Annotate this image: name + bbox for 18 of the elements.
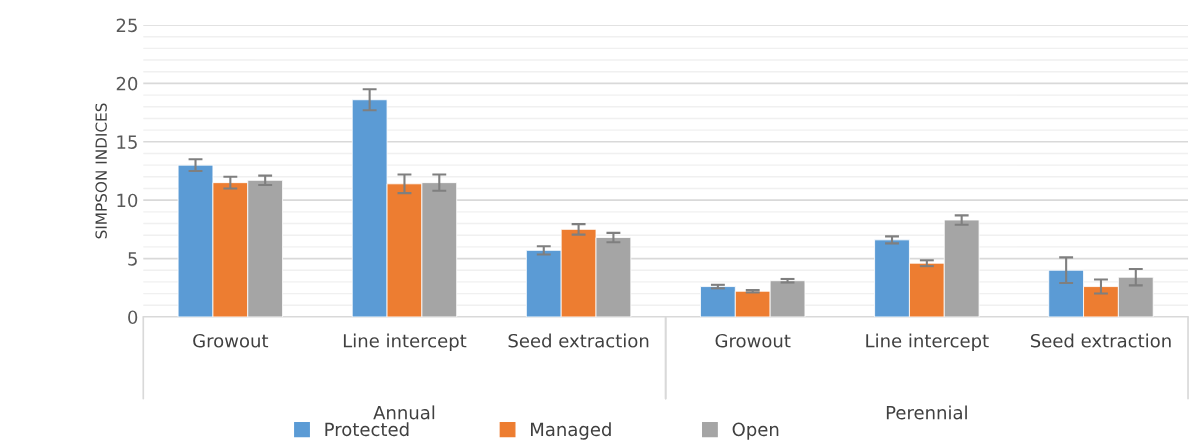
x-tick-label: Seed extraction bbox=[508, 333, 649, 348]
y-axis-title: SIMPSON INDICES bbox=[95, 103, 107, 239]
y-tick-label: 5 bbox=[128, 252, 137, 266]
x-tick-label: Line intercept bbox=[343, 333, 467, 352]
text: Perennial bbox=[886, 405, 967, 420]
x-tick-label: Line intercept bbox=[866, 333, 989, 352]
x-tick-label: Growout bbox=[193, 333, 269, 348]
y-tick-label: 20 bbox=[116, 76, 138, 91]
legend-label: Managed bbox=[531, 422, 611, 440]
legend-label: Open bbox=[732, 422, 779, 440]
x-tick-label: Growout bbox=[715, 333, 791, 348]
y-tick-label: 10 bbox=[117, 193, 138, 208]
legend-label: Protected bbox=[325, 422, 409, 437]
y-tick-label: 25 bbox=[116, 18, 137, 33]
y-tick-label: 15 bbox=[117, 135, 137, 149]
y-tick-label: 0 bbox=[128, 310, 138, 325]
x-tick-label: Seed extraction bbox=[1030, 333, 1171, 348]
text: Annual bbox=[373, 405, 435, 420]
